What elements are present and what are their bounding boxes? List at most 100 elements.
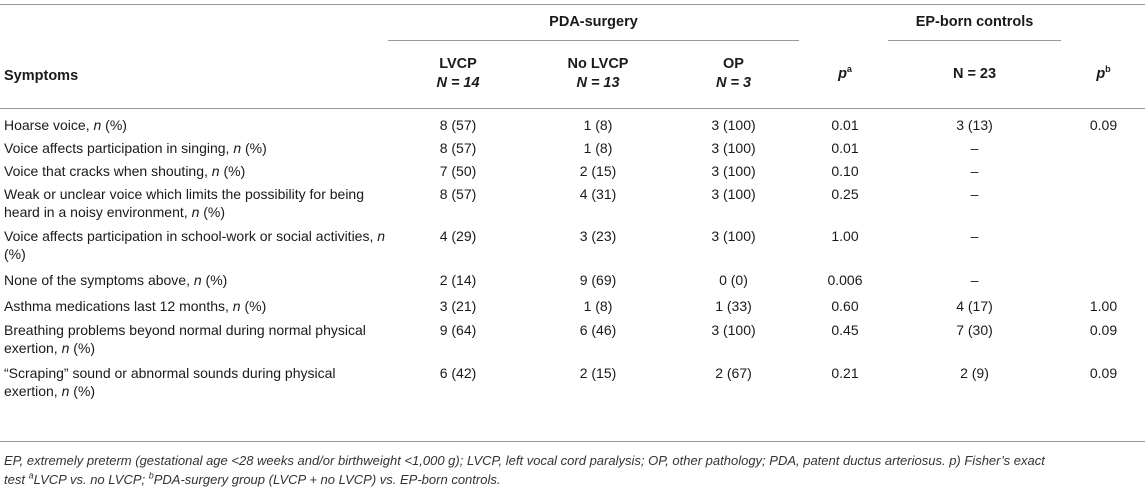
row-label-text: Voice that cracks when shouting, [4, 163, 212, 179]
column-header-p-a: pa [800, 64, 890, 82]
column-header-ep-n: N = 23 [952, 66, 997, 82]
cell-lvcp: 4 (29) [439, 228, 477, 244]
table-row: Voice affects participation in school-wo… [0, 227, 1145, 265]
cell-op: 3 (100) [711, 186, 756, 202]
row-label-text: “Scraping” sound or abnormal sounds duri… [4, 365, 336, 399]
row-label: Voice affects participation in singing, … [4, 139, 389, 157]
ep-group-rule [888, 40, 1061, 41]
table-row: Hoarse voice, n (%) 8 (57) 1 (8) 3 (100) 0.0… [0, 116, 1145, 134]
cell-pb: 1.00 [1089, 298, 1118, 314]
cell-lvcp: 3 (21) [439, 298, 477, 314]
cell-op: 0 (0) [719, 272, 748, 288]
column-header-p-b: pb [1062, 64, 1145, 82]
row-label-n: n [377, 228, 386, 244]
top-rule [0, 4, 1145, 5]
lvcp-n: N = 14 [436, 75, 480, 91]
footnote-a-text: LVCP vs. no LVCP; [33, 472, 149, 487]
row-label-text: Breathing problems beyond normal during … [4, 322, 366, 356]
cell-ep: 2 (9) [960, 365, 989, 381]
row-label-text: Voice affects participation in singing, [4, 140, 234, 156]
cell-pa: 0.25 [831, 186, 859, 202]
cell-pa: 0.45 [831, 322, 859, 338]
cell-ep: 3 (13) [956, 117, 993, 133]
row-label: None of the symptoms above, n (%) [4, 271, 389, 289]
cell-pa: 0.01 [831, 140, 859, 156]
row-label-text: Hoarse voice, [4, 117, 94, 133]
cell-op: 3 (100) [711, 228, 756, 244]
row-label-n: n [61, 340, 70, 356]
cell-op: 3 (100) [711, 140, 756, 156]
footnote-sup-b: b [148, 470, 154, 481]
p-a-label: p [838, 66, 847, 82]
cell-lvcp: 8 (57) [439, 117, 477, 133]
row-label-pct: (%) [69, 383, 96, 399]
row-label-pct: (%) [69, 340, 96, 356]
cell-ep: – [970, 272, 979, 288]
row-label-n: n [93, 117, 102, 133]
footnote-b-text: PDA-surgery group (LVCP + no LVCP) vs. E… [153, 472, 501, 487]
cell-nolvcp: 1 (8) [583, 298, 613, 314]
row-label-n: n [193, 272, 202, 288]
cell-ep: – [970, 163, 979, 179]
cell-lvcp: 8 (57) [439, 186, 477, 202]
row-label-pct: (%) [219, 163, 246, 179]
row-label-n: n [233, 140, 242, 156]
no-lvcp-label: No LVCP [567, 56, 629, 72]
cell-pa: 0.01 [831, 117, 859, 133]
row-label: Hoarse voice, n (%) [4, 116, 389, 134]
p-b-sup: b [1105, 64, 1111, 75]
footnote-test: test [4, 472, 29, 487]
cell-pa: 1.00 [831, 228, 859, 244]
pda-group-rule [388, 40, 799, 41]
group-title-ep: EP-born controls [915, 14, 1034, 30]
table-row: Asthma medications last 12 months, n (%)… [0, 297, 1145, 315]
row-label-pct: (%) [201, 272, 228, 288]
cell-pb: 0.09 [1089, 365, 1118, 381]
table-row: “Scraping” sound or abnormal sounds duri… [0, 364, 1145, 402]
cell-op: 3 (100) [711, 322, 756, 338]
row-label: Voice that cracks when shouting, n (%) [4, 162, 389, 180]
p-b-label: p [1096, 66, 1106, 82]
cell-ep: 4 (17) [956, 298, 993, 314]
cell-pa: 0.006 [827, 272, 863, 288]
cell-pa: 0.10 [831, 163, 859, 179]
cell-op: 2 (67) [715, 365, 752, 381]
row-label-pct: (%) [4, 246, 26, 262]
cell-ep: – [970, 228, 979, 244]
bottom-rule [0, 441, 1145, 442]
row-label-text: None of the symptoms above, [4, 272, 194, 288]
group-title-pda: PDA-surgery [549, 14, 638, 30]
cell-nolvcp: 1 (8) [583, 140, 613, 156]
footnote-line-2: test aLVCP vs. no LVCP; bPDA-surgery gro… [4, 470, 1134, 489]
cell-pb: 0.09 [1089, 117, 1118, 133]
row-label: Weak or unclear voice which limits the p… [4, 185, 389, 221]
cell-lvcp: 6 (42) [439, 365, 477, 381]
cell-lvcp: 2 (14) [439, 272, 477, 288]
row-label-n: n [232, 298, 241, 314]
cell-lvcp: 8 (57) [439, 140, 477, 156]
column-header-lvcp: LVCP N = 14 [388, 55, 528, 93]
table-row: Breathing problems beyond normal during … [0, 321, 1145, 359]
cell-ep: – [970, 186, 979, 202]
table-row: None of the symptoms above, n (%) 2 (14) 9… [0, 271, 1145, 289]
cell-op: 3 (100) [711, 117, 756, 133]
p-a-sup: a [846, 64, 852, 75]
row-label: Breathing problems beyond normal during … [4, 321, 389, 357]
cell-nolvcp: 2 (15) [579, 163, 617, 179]
cell-ep: – [970, 140, 979, 156]
cell-pb: 0.09 [1089, 322, 1118, 338]
row-label-pct: (%) [199, 204, 226, 220]
row-label-n: n [211, 163, 220, 179]
column-header-no-lvcp: No LVCP N = 13 [528, 55, 668, 93]
row-label-n: n [61, 383, 70, 399]
cell-nolvcp: 2 (15) [579, 365, 617, 381]
cell-lvcp: 7 (50) [439, 163, 477, 179]
table-row: Voice affects participation in singing, … [0, 139, 1145, 157]
row-label-text: Voice affects participation in school-wo… [4, 228, 378, 244]
row-label-n: n [191, 204, 200, 220]
cell-pa: 0.21 [831, 365, 859, 381]
row-label: “Scraping” sound or abnormal sounds duri… [4, 364, 389, 400]
cell-lvcp: 9 (64) [439, 322, 477, 338]
cell-nolvcp: 3 (23) [579, 228, 617, 244]
